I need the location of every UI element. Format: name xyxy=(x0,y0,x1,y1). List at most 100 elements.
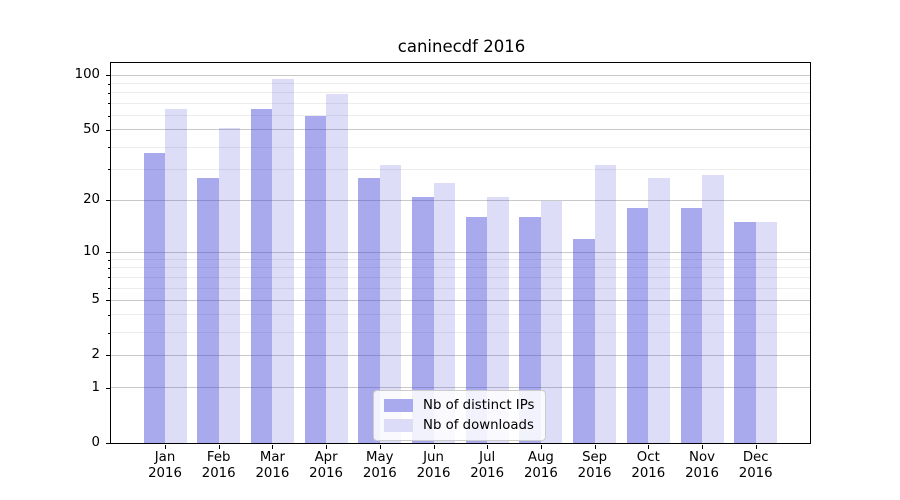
bar-distinct-ips-2 xyxy=(250,109,273,443)
gridline-minor xyxy=(111,102,810,104)
x-axis-tick-mark xyxy=(433,445,435,449)
gridline-major xyxy=(111,387,810,389)
y-axis-minor-tick-mark xyxy=(107,169,110,171)
x-axis-tick-mark xyxy=(755,445,757,449)
gridline-minor xyxy=(111,168,810,170)
bar-downloads-4 xyxy=(379,164,402,443)
bar-distinct-ips-10 xyxy=(680,208,702,443)
y-axis-minor-tick-mark xyxy=(107,115,110,117)
bar-downloads-9 xyxy=(648,177,670,443)
y-axis-tick-mark xyxy=(106,387,110,389)
gridline-minor xyxy=(111,259,810,261)
bar-downloads-10 xyxy=(702,174,724,443)
legend-swatch-distinct-ips xyxy=(384,399,413,412)
y-axis-minor-tick-mark xyxy=(107,288,110,289)
x-axis-tick-mark xyxy=(648,445,650,449)
x-axis-tick-label: Jul 2016 xyxy=(470,450,505,481)
x-axis-tick-mark xyxy=(540,445,542,449)
y-axis-tick-mark xyxy=(106,200,110,202)
bar-downloads-2 xyxy=(272,79,294,443)
gridline-minor xyxy=(111,267,810,269)
bar-downloads-7 xyxy=(540,200,563,443)
x-axis-tick-label: Jan 2016 xyxy=(148,450,182,481)
gridline-minor xyxy=(111,287,810,289)
x-axis-tick-mark xyxy=(326,445,328,449)
bar-distinct-ips-4 xyxy=(358,177,380,443)
x-axis-tick-mark xyxy=(272,445,274,449)
legend-item-distinct-ips: Nb of distinct IPs xyxy=(384,398,537,413)
y-axis-minor-tick-mark xyxy=(107,259,110,261)
x-axis-tick-label: Mar 2016 xyxy=(255,450,290,481)
y-axis-tick-mark xyxy=(106,129,110,131)
x-axis-tick-mark xyxy=(218,445,220,449)
y-axis-tick-label: 10 xyxy=(83,244,100,259)
gridline-minor xyxy=(111,115,810,117)
plot-inner xyxy=(111,63,810,443)
gridline-minor xyxy=(111,146,810,148)
y-axis-minor-tick-mark xyxy=(107,332,110,334)
y-axis-tick-mark xyxy=(106,252,110,253)
y-axis-tick-label: 1 xyxy=(91,379,100,395)
x-axis-tick-mark xyxy=(594,445,596,449)
y-axis-tick-mark xyxy=(106,300,110,302)
y-axis-tick-label: 0 xyxy=(91,435,100,450)
gridline-major xyxy=(111,129,810,131)
x-axis-tick-label: May 2016 xyxy=(362,450,397,481)
bar-distinct-ips-5 xyxy=(412,196,434,443)
x-axis-tick-label: Sep 2016 xyxy=(577,450,612,481)
y-axis-minor-tick-mark xyxy=(107,147,110,149)
y-axis-tick-label: 2 xyxy=(91,347,100,363)
bar-downloads-11 xyxy=(755,222,778,443)
gridline-major xyxy=(111,299,810,301)
x-axis-tick-label: Apr 2016 xyxy=(309,450,344,481)
y-axis-minor-tick-mark xyxy=(107,277,110,279)
gridline-minor xyxy=(111,92,810,94)
bar-downloads-3 xyxy=(326,93,348,443)
x-axis-tick-label: Feb 2016 xyxy=(201,450,236,481)
gridline-minor xyxy=(111,332,810,334)
chart-title: caninecdf 2016 xyxy=(397,37,526,56)
bar-distinct-ips-3 xyxy=(304,115,327,443)
y-axis-tick-label: 20 xyxy=(83,192,100,208)
y-axis-tick-mark xyxy=(106,75,110,77)
x-axis-tick-label: Nov 2016 xyxy=(685,450,719,481)
bar-distinct-ips-8 xyxy=(573,238,595,443)
y-axis-minor-tick-mark xyxy=(107,314,110,316)
y-axis-minor-tick-mark xyxy=(107,92,110,94)
legend-label-downloads: Nb of downloads xyxy=(423,418,534,433)
x-axis-tick-label: Dec 2016 xyxy=(738,450,773,481)
bar-distinct-ips-0 xyxy=(143,153,165,443)
bar-distinct-ips-11 xyxy=(734,222,756,443)
gridline-minor xyxy=(111,83,810,85)
bar-downloads-6 xyxy=(487,196,509,443)
legend-swatch-downloads xyxy=(384,419,413,432)
x-axis-tick-mark xyxy=(165,445,166,449)
gridline-minor xyxy=(111,276,810,278)
gridline-major xyxy=(111,251,810,253)
y-axis-minor-tick-mark xyxy=(107,267,110,269)
legend-label-distinct-ips: Nb of distinct IPs xyxy=(423,398,535,413)
gridline-major xyxy=(111,354,810,356)
bar-distinct-ips-1 xyxy=(197,177,219,443)
x-axis-tick-mark xyxy=(379,445,381,449)
y-axis-tick-label: 50 xyxy=(83,121,100,137)
bar-distinct-ips-6 xyxy=(465,217,488,443)
bar-distinct-ips-9 xyxy=(626,208,649,443)
x-axis-tick-label: Jun 2016 xyxy=(416,450,451,481)
bar-downloads-1 xyxy=(218,128,241,443)
x-axis-tick-label: Aug 2016 xyxy=(523,450,558,481)
y-axis-minor-tick-mark xyxy=(107,103,110,105)
bar-downloads-5 xyxy=(433,183,455,443)
x-axis-tick-label: Oct 2016 xyxy=(631,450,666,481)
x-axis-tick-mark xyxy=(702,445,703,449)
y-axis-tick-label: 100 xyxy=(74,67,100,83)
y-axis-minor-tick-mark xyxy=(107,83,110,85)
bar-distinct-ips-7 xyxy=(519,217,541,443)
x-axis-tick-mark xyxy=(487,445,489,449)
bar-downloads-8 xyxy=(594,164,617,443)
gridline-major xyxy=(111,74,810,76)
gridline-minor xyxy=(111,314,810,316)
y-axis-tick-mark xyxy=(106,355,110,357)
y-axis-tick-label: 5 xyxy=(91,292,100,308)
